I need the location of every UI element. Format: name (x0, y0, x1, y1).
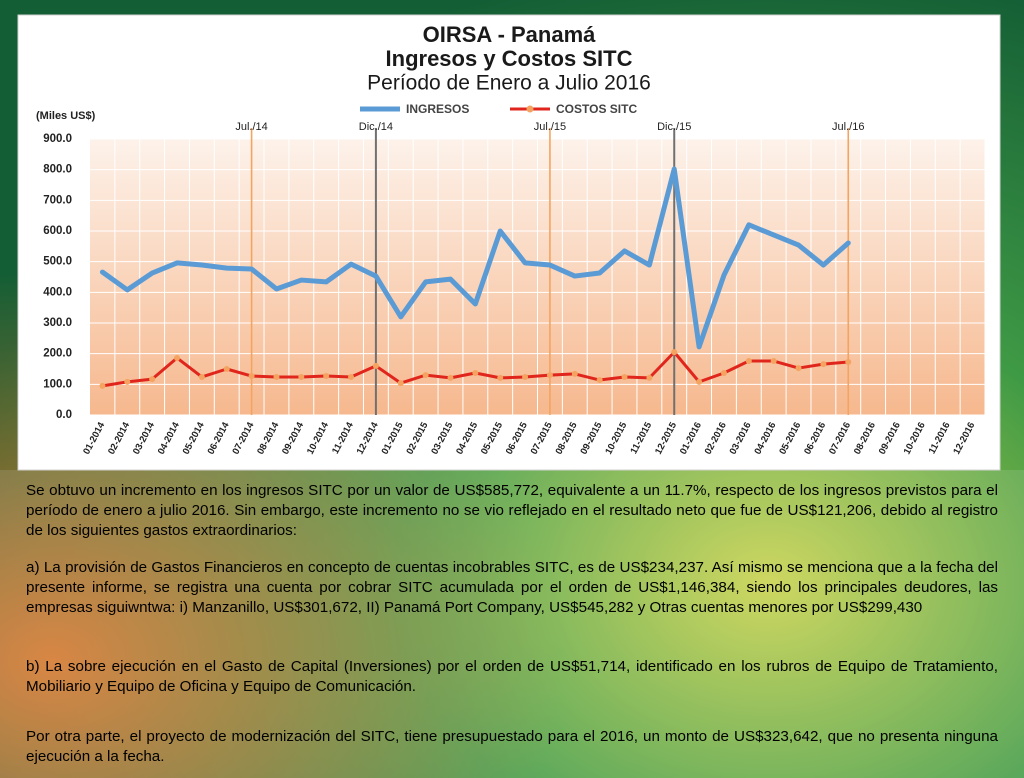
reference-label: Dic./14 (359, 121, 393, 133)
y-tick-label: 600.0 (43, 225, 72, 237)
chart-subtitle: Ingresos y Costos SITC (386, 46, 633, 71)
point (124, 378, 131, 385)
point (248, 373, 255, 380)
point (298, 373, 305, 380)
y-tick-label: 300.0 (43, 317, 72, 329)
y-tick-label: 800.0 (43, 164, 72, 176)
legend-label: COSTOS SITC (556, 102, 637, 116)
y-tick-label: 200.0 (43, 348, 72, 360)
point (472, 369, 479, 376)
point (223, 366, 230, 372)
reference-label: Jul./16 (832, 121, 864, 133)
point (497, 374, 504, 381)
point (422, 372, 429, 379)
reference-label: Jul./15 (534, 121, 566, 133)
reference-label: Dic./15 (657, 121, 691, 133)
y-tick-label: 700.0 (43, 194, 72, 206)
point (198, 373, 205, 380)
point (99, 382, 106, 389)
point (696, 378, 703, 385)
point (621, 373, 628, 380)
y-axis-label: (Miles US$) (36, 110, 96, 122)
point (820, 361, 827, 368)
point (348, 373, 355, 380)
paragraph: Se obtuvo un incremento en los ingresos … (26, 482, 998, 539)
reference-label: Jul./14 (235, 121, 267, 133)
paragraph: a) La provisión de Gastos Financieros en… (26, 559, 998, 616)
y-tick-label: 400.0 (43, 286, 72, 298)
point (671, 349, 678, 356)
y-tick-label: 500.0 (43, 256, 72, 268)
chart-title: OIRSA - Panamá (423, 22, 597, 47)
point (323, 373, 330, 380)
paragraph: b) La sobre ejecución en el Gasto de Cap… (26, 658, 998, 695)
y-tick-label: 900.0 (43, 133, 72, 145)
point (770, 358, 777, 365)
point (546, 372, 553, 379)
point (596, 377, 603, 384)
series-line (99, 166, 851, 350)
point (397, 380, 404, 387)
point (522, 373, 529, 380)
point (174, 354, 181, 361)
point (845, 358, 852, 365)
legend-marker (526, 105, 534, 113)
point (795, 365, 802, 372)
point (372, 362, 379, 369)
point (745, 358, 752, 365)
point (571, 370, 578, 377)
point (273, 373, 280, 380)
point (149, 376, 156, 383)
legend-label: INGRESOS (406, 102, 469, 116)
y-tick-label: 0.0 (56, 409, 72, 421)
chart-period: Período de Enero a Julio 2016 (367, 72, 651, 95)
paragraph: Por otra parte, el proyecto de moderniza… (26, 728, 998, 765)
y-tick-label: 100.0 (43, 378, 72, 390)
point (646, 374, 653, 381)
point (720, 369, 727, 376)
point (447, 374, 454, 381)
